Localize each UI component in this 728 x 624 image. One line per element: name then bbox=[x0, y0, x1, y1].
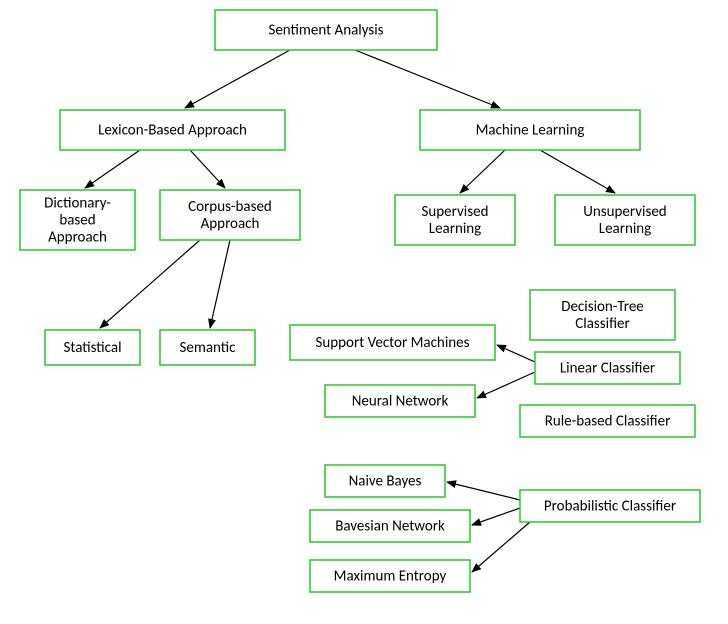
node-label-dict-2: Approach bbox=[48, 229, 107, 247]
edge-linear-neural bbox=[477, 372, 535, 398]
node-label-supervised-0: Supervised bbox=[422, 203, 489, 221]
diagram-canvas: Sentiment Analysis Lexicon-Based Approach… bbox=[0, 0, 728, 624]
node-dict: Dictionary-basedApproach bbox=[20, 190, 135, 250]
node-label-ml: Machine Learning bbox=[476, 122, 585, 140]
edge-root-lexicon bbox=[185, 50, 290, 108]
edge-linear-svm bbox=[497, 345, 535, 362]
nodes-layer: Sentiment Analysis Lexicon-Based Approach… bbox=[20, 10, 700, 592]
node-label-naive: Naive Bayes bbox=[349, 473, 422, 491]
node-linear: Linear Classifier bbox=[535, 352, 680, 384]
node-supervised: SupervisedLearning bbox=[395, 195, 515, 245]
node-ml: Machine Learning bbox=[420, 110, 640, 150]
node-label-corpus-0: Corpus-based bbox=[188, 198, 272, 216]
node-label-svm: Support Vector Machines bbox=[316, 334, 470, 352]
node-rule: Rule-based Classifier bbox=[520, 405, 695, 437]
node-label-root: Sentiment Analysis bbox=[268, 22, 383, 40]
node-label-unsupervised-0: Unsupervised bbox=[583, 203, 666, 221]
node-label-corpus-1: Approach bbox=[201, 215, 260, 233]
node-label-prob: Probabilistic Classifier bbox=[544, 498, 676, 516]
node-semantic: Semantic bbox=[160, 330, 255, 365]
node-bayesian: Bavesian Network bbox=[310, 510, 470, 542]
node-svm: Support Vector Machines bbox=[290, 325, 495, 360]
node-label-bayesian: Bavesian Network bbox=[335, 518, 445, 536]
edge-prob-bayesian bbox=[472, 508, 520, 525]
edge-prob-maxent bbox=[472, 522, 530, 572]
node-statistical: Statistical bbox=[45, 330, 140, 365]
node-dtree: Decision-TreeClassifier bbox=[530, 290, 675, 340]
edge-root-ml bbox=[355, 50, 500, 108]
node-label-unsupervised-1: Learning bbox=[599, 220, 651, 238]
edge-ml-supervised bbox=[460, 150, 505, 193]
node-unsupervised: UnsupervisedLearning bbox=[555, 195, 695, 245]
node-neural: Neural Network bbox=[325, 385, 475, 417]
node-naive: Naive Bayes bbox=[325, 465, 445, 497]
node-label-linear: Linear Classifier bbox=[560, 360, 655, 378]
node-corpus: Corpus-basedApproach bbox=[160, 190, 300, 240]
edge-prob-naive bbox=[447, 482, 520, 500]
edge-lexicon-dict bbox=[85, 150, 140, 188]
node-lexicon: Lexicon-Based Approach bbox=[60, 110, 285, 150]
node-prob: Probabilistic Classifier bbox=[520, 490, 700, 522]
node-label-dict-0: Dictionary- bbox=[44, 195, 111, 213]
node-label-statistical: Statistical bbox=[63, 339, 121, 357]
node-label-lexicon: Lexicon-Based Approach bbox=[98, 122, 247, 140]
node-label-dtree-0: Decision-Tree bbox=[561, 298, 644, 316]
node-label-dict-1: based bbox=[59, 212, 95, 230]
edge-corpus-semantic bbox=[210, 240, 230, 328]
edge-lexicon-corpus bbox=[190, 150, 225, 188]
node-label-maxent: Maximum Entropy bbox=[334, 568, 447, 586]
node-label-neural: Neural Network bbox=[352, 393, 449, 411]
node-maxent: Maximum Entropy bbox=[310, 560, 470, 592]
edge-corpus-statistical bbox=[100, 240, 200, 328]
node-root: Sentiment Analysis bbox=[215, 10, 437, 50]
node-label-rule: Rule-based Classifier bbox=[545, 413, 671, 431]
node-label-supervised-1: Learning bbox=[429, 220, 481, 238]
node-label-dtree-1: Classifier bbox=[575, 315, 629, 333]
edge-ml-unsupervised bbox=[540, 150, 615, 193]
node-label-semantic: Semantic bbox=[180, 339, 237, 357]
